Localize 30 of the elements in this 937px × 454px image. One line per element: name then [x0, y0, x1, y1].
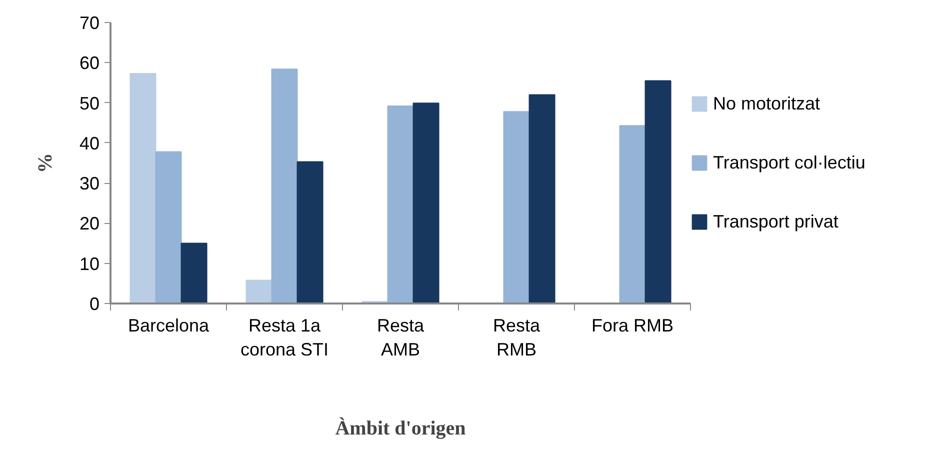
bar: [296, 161, 324, 304]
y-tick-label: 70: [79, 13, 100, 33]
x-tick-label: Barcelona: [128, 316, 210, 336]
y-tick-label: 50: [79, 93, 100, 114]
y-tick-label: 60: [79, 53, 100, 74]
legend-label: No motoritzat: [713, 93, 820, 114]
y-tick-label: 20: [79, 214, 100, 234]
bar: [503, 111, 530, 304]
x-tick-label: Resta RMB: [492, 316, 541, 360]
y-tick-label: 30: [79, 174, 100, 194]
bar: [246, 280, 272, 304]
bar: [528, 94, 556, 304]
bar: [619, 125, 646, 304]
x-tick-label: Fora RMB: [591, 316, 674, 336]
bar: [271, 68, 298, 304]
y-axis-title: %: [34, 153, 56, 173]
bar: [644, 80, 672, 304]
x-tick-label: Resta AMB: [376, 316, 425, 360]
x-tick-label: Resta 1a corona STI: [240, 316, 329, 360]
bar: [130, 72, 156, 304]
legend-label: Transport col·lectiu: [713, 152, 866, 173]
bar: [412, 102, 440, 304]
y-tick-label: 10: [79, 254, 100, 274]
bar: [387, 105, 414, 304]
bar: [155, 151, 182, 304]
bar: [180, 242, 208, 304]
y-tick-label: 40: [79, 133, 100, 154]
y-tick-label: 0: [89, 294, 100, 314]
legend-label: Transport privat: [713, 211, 838, 232]
x-axis-title: Àmbit d'origen: [335, 416, 466, 440]
